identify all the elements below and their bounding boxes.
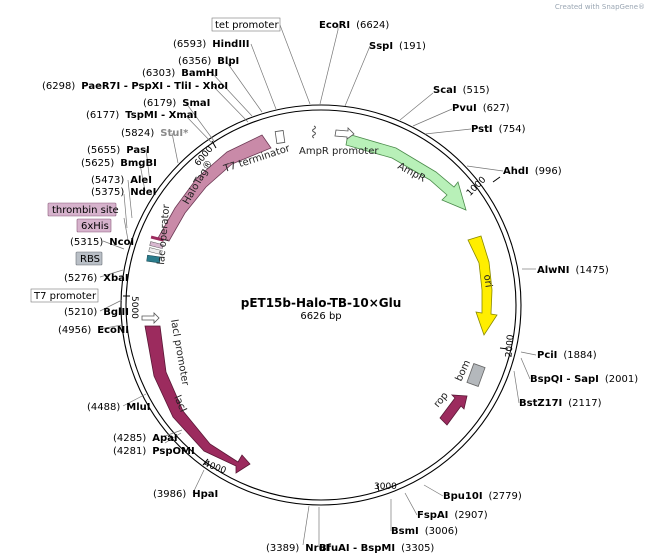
enzyme-label-alei[interactable]: (5473) AleI — [91, 175, 152, 186]
enzyme-label-smai[interactable]: (6179) SmaI — [143, 98, 210, 109]
plasmid-length: 6626 bp — [300, 311, 341, 322]
enzyme-label-econi[interactable]: (4956) EcoNI — [58, 325, 129, 336]
t7-terminator-box[interactable] — [274, 130, 286, 144]
enzyme-label-bfuai-bspmi[interactable]: BfuAI - BspMI (3305) — [319, 543, 434, 554]
enzyme-label-ncoi[interactable]: (5315) NcoI — [70, 237, 134, 248]
enzyme-label-bglii[interactable]: (5210) BglII — [64, 307, 129, 318]
enzyme-label-bstz17i[interactable]: BstZ17I (2117) — [519, 398, 602, 409]
enzyme-label-blpi[interactable]: (6356) BlpI — [178, 56, 239, 67]
tick-mark-1000 — [492, 176, 501, 183]
lac-operator-marker[interactable] — [146, 254, 161, 264]
tet-promoter-tag[interactable] — [211, 17, 281, 32]
t7-promoter-tag-label: T7 promoter — [33, 291, 97, 302]
plasmid-name: pET15b-Halo-TB-10×Glu — [241, 296, 402, 310]
tick-mark-4000 — [202, 458, 209, 466]
laci-promoter-label: lacI promoter — [168, 319, 191, 388]
enzyme-label-fspai[interactable]: FspAI (2907) — [417, 510, 488, 521]
laci-promoter-arrow[interactable] — [141, 312, 160, 324]
bom-feature-box[interactable] — [466, 363, 486, 387]
tet-promoter-tag-label: tet promoter — [215, 20, 279, 31]
rbs-tag[interactable] — [75, 251, 103, 266]
enzyme-label-xbai[interactable]: (5276) XbaI — [64, 273, 129, 284]
tick-label-2000: 2000 — [504, 334, 516, 358]
enzyme-label-scai[interactable]: ScaI (515) — [433, 85, 490, 96]
cloning-site-coil-icon — [312, 125, 316, 139]
enzyme-label-bmgbi[interactable]: (5625) BmgBI — [81, 158, 157, 169]
tick-label-1000: 1000 — [465, 175, 488, 198]
enzyme-label-bsmi[interactable]: BsmI (3006) — [391, 526, 458, 537]
ampr-promoter-arrow[interactable] — [334, 127, 355, 140]
thrombin-site-tag[interactable] — [47, 202, 117, 217]
backbone-inner — [125, 109, 517, 501]
tick-label-5000: 5000 — [129, 296, 139, 319]
ampr-promoter-label: AmpR promoter — [299, 146, 379, 157]
enzyme-label-pcii[interactable]: PciI (1884) — [537, 350, 597, 361]
enzyme-label-stui[interactable]: (5824) StuI* — [121, 128, 189, 139]
lac-operator-label: lac operator — [156, 203, 172, 265]
backbone-outer — [120, 104, 522, 506]
enzyme-label-alwni[interactable]: AlwNI (1475) — [537, 265, 609, 276]
enzyme-label-sspi[interactable]: SspI (191) — [369, 41, 426, 52]
enzyme-label-ecori[interactable]: EcoRI (6624) — [319, 20, 389, 31]
enzyme-label-nrui[interactable]: (3389) NruI — [266, 543, 329, 554]
enzyme-label-bamhi[interactable]: (6303) BamHI — [142, 68, 218, 79]
tick-label-3000: 3000 — [374, 482, 397, 492]
tick-mark-2000 — [499, 347, 509, 350]
thrombin-site-marker[interactable] — [150, 235, 165, 242]
thrombin-site-tag-label: thrombin site — [52, 205, 119, 216]
ori-feature-arrow[interactable] — [467, 235, 498, 336]
laci-feature-arrow[interactable] — [144, 325, 251, 474]
enzyme-label-apai[interactable]: (4285) ApaI — [113, 433, 178, 444]
his-tag-marker[interactable] — [149, 241, 164, 249]
enzyme-label-bspqi-sapi[interactable]: BspQI - SapI (2001) — [530, 374, 638, 385]
enzyme-label-pasi[interactable]: (5655) PasI — [87, 145, 150, 156]
rbs-tag-label: RBS — [80, 254, 100, 265]
enzyme-label-pspomi[interactable]: (4281) PspOMI — [113, 446, 195, 457]
ampr-feature-arrow[interactable] — [345, 133, 467, 211]
t7-promoter-tag[interactable] — [30, 288, 99, 303]
enzyme-label-pvui[interactable]: PvuI (627) — [452, 103, 510, 114]
his-tag-tag-label: 6xHis — [81, 221, 109, 232]
rop-feature-arrow[interactable] — [439, 394, 468, 426]
leader-lines — [99, 24, 537, 546]
enzyme-label-ahdi[interactable]: AhdI (996) — [503, 166, 562, 177]
watermark: Created with SnapGene® — [555, 3, 645, 11]
ori-label: ori — [481, 274, 494, 288]
enzyme-label-tspmi-xmai[interactable]: (6177) TspMI - XmaI — [86, 110, 197, 121]
enzyme-label-bpu10i[interactable]: Bpu10I (2779) — [443, 491, 522, 502]
enzyme-label-hindiii[interactable]: (6593) HindIII — [173, 39, 250, 50]
enzyme-label-xhoi-group[interactable]: (6298) PaeR7I - PspXI - TliI - XhoI — [42, 81, 228, 92]
enzyme-label-psti[interactable]: PstI (754) — [471, 124, 526, 135]
tick-mark-3000 — [376, 483, 380, 492]
enzyme-label-mlui[interactable]: (4488) MluI — [87, 402, 150, 413]
his-tag-tag[interactable] — [76, 218, 112, 233]
enzyme-label-hpai[interactable]: (3986) HpaI — [153, 489, 218, 500]
rbs-marker-outer[interactable] — [148, 247, 163, 255]
enzyme-label-ndei[interactable]: (5375) NdeI — [91, 187, 156, 198]
tick-mark-6000 — [211, 140, 217, 149]
